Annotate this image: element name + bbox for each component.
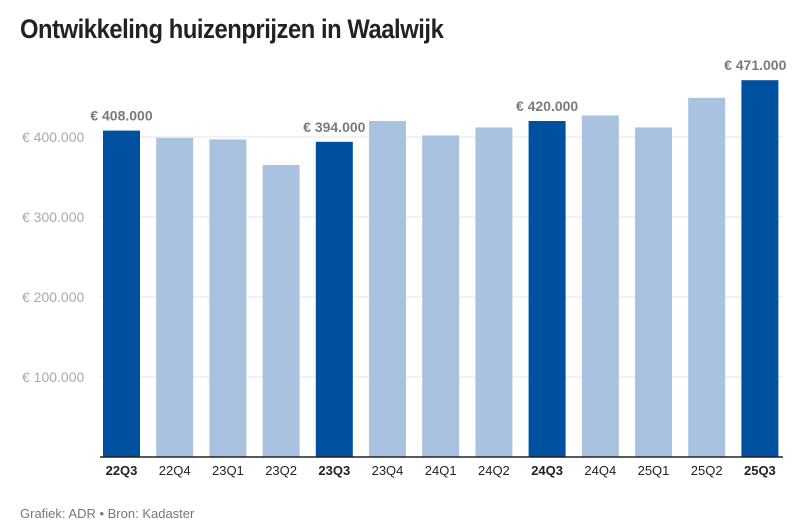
- y-tick-label: € 300.000: [22, 209, 84, 225]
- x-tick-label: 23Q2: [265, 463, 297, 478]
- bar-23Q1: [209, 139, 247, 457]
- y-tick-label: € 200.000: [22, 289, 84, 305]
- x-tick-label: 24Q4: [584, 463, 616, 478]
- x-tick-label: 24Q3: [531, 463, 563, 478]
- bar-22Q3: [103, 130, 140, 457]
- bar-24Q3: [528, 121, 566, 457]
- bar-22Q4: [156, 137, 194, 458]
- x-tick-label: 23Q1: [212, 463, 244, 478]
- y-tick-label: € 400.000: [22, 129, 84, 145]
- bar-25Q1: [635, 127, 672, 458]
- x-tick-label: 25Q1: [638, 463, 670, 478]
- data-label: € 420.000: [516, 98, 578, 114]
- x-tick-label: 24Q2: [478, 463, 510, 478]
- bar-23Q2: [262, 165, 300, 457]
- x-tick-label: 22Q4: [159, 463, 191, 478]
- source-footer: Grafiek: ADR • Bron: Kadaster: [20, 506, 195, 521]
- x-tick-label: 23Q3: [318, 463, 350, 478]
- data-label: € 394.000: [303, 119, 365, 135]
- bar-24Q1: [422, 135, 460, 457]
- data-label: € 408.000: [90, 108, 152, 124]
- x-tick-label: 23Q4: [372, 463, 404, 478]
- x-tick-label: 25Q3: [744, 463, 776, 478]
- x-tick-label: 24Q1: [425, 463, 457, 478]
- bar-25Q3: [741, 80, 779, 457]
- chart-title: Ontwikkeling huizenprijzen in Waalwijk: [20, 14, 444, 44]
- data-label: € 471.000: [724, 57, 786, 73]
- bar-23Q4: [369, 121, 406, 457]
- bar-24Q4: [581, 115, 619, 458]
- x-tick-label: 25Q2: [691, 463, 723, 478]
- bar-23Q3: [315, 141, 353, 458]
- y-tick-label: € 100.000: [22, 369, 84, 385]
- bar-24Q2: [475, 127, 513, 458]
- x-tick-label: 22Q3: [106, 463, 138, 478]
- bar-25Q2: [688, 97, 726, 458]
